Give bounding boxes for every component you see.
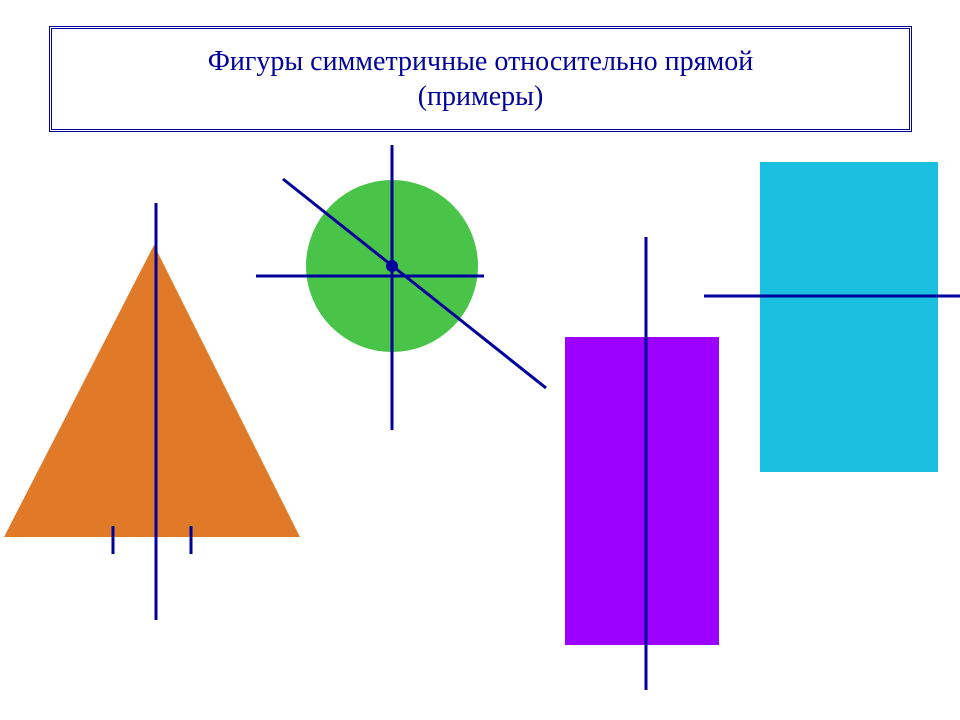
purple-rectangle	[565, 337, 719, 645]
triangle-shape	[4, 245, 300, 537]
circle-center-dot	[386, 260, 398, 272]
cyan-rectangle	[760, 162, 938, 472]
diagram-canvas	[0, 0, 960, 720]
